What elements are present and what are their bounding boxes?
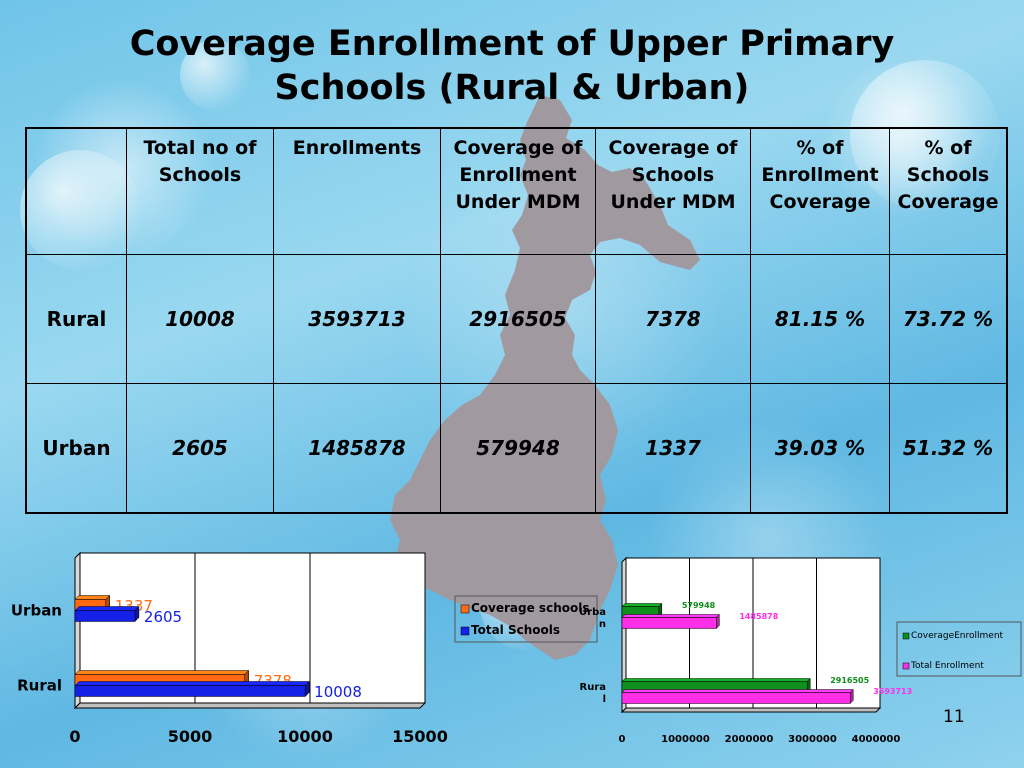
table-header-row: Total no of Schools Enrollments Coverage… — [25, 127, 1008, 255]
legend-swatch — [460, 626, 470, 636]
schools-bar-chart: 0 5000 10000 1500013372605Urban737810008Rur… — [11, 551, 598, 746]
legend-entry: Coverage schools — [471, 601, 589, 615]
title-line-2: Schools (Rural & Urban) — [274, 68, 750, 108]
cell-pct-enrollment: 39.03 % — [750, 383, 890, 514]
cell-total-schools: 10008 — [126, 254, 274, 384]
x-tick-label: 3000000 — [788, 734, 837, 745]
data-label: 1485878 — [739, 612, 778, 621]
coverage-table: Total no of Schools Enrollments Coverage… — [25, 127, 1008, 514]
cell-coverage-schools: 7378 — [595, 254, 751, 384]
table-header-pct-enrollment: % of Enrollment Coverage — [750, 127, 890, 255]
table-header-total-schools: Total no of Schools — [126, 127, 274, 255]
x-tick-label: 0 — [619, 734, 626, 745]
plot-floor — [73, 702, 427, 709]
x-tick-label: 2000000 — [725, 734, 774, 745]
data-label: 2916505 — [830, 676, 869, 685]
legend-swatch — [902, 662, 910, 670]
table-header-empty — [25, 127, 127, 255]
bar-top — [74, 595, 111, 600]
bar-top — [621, 614, 720, 618]
table-header-enrollments: Enrollments — [273, 127, 441, 255]
x-tick-label: 10000 — [277, 727, 333, 746]
bar-top — [621, 689, 854, 693]
x-tick-label: 15000 — [392, 727, 448, 746]
table-header-coverage-schools: Coverage of Schools Under MDM — [595, 127, 751, 255]
table-row: Rural 10008 3593713 2916505 7378 81.15 %… — [25, 254, 1008, 384]
table-header-coverage-enrollment: Coverage of Enrollment Under MDM — [440, 127, 596, 255]
enrollment-bar-chart: 0 1000000 2000000 3000000 4000000 579948 14858… — [579, 556, 1022, 745]
table-row: Urban 2605 1485878 579948 1337 39.03 % 5… — [25, 383, 1008, 514]
x-tick-label: 0 — [69, 727, 80, 746]
row-label-urban: Urban — [25, 383, 127, 514]
page-title: Coverage Enrollment of Upper Primary Sch… — [0, 22, 1024, 110]
cell-pct-enrollment: 81.15 % — [750, 254, 890, 384]
bar-top — [621, 603, 663, 607]
cell-pct-schools: 51.32 % — [889, 383, 1008, 514]
cell-enrollments: 1485878 — [273, 383, 441, 514]
cell-coverage-enrollment: 579948 — [440, 383, 596, 514]
data-label: 579948 — [682, 601, 716, 610]
background-bubble — [180, 40, 250, 110]
bar-top — [74, 670, 250, 675]
legend-entry: Total Schools — [471, 623, 560, 637]
category-label: Urban — [11, 602, 62, 620]
category-label: n — [599, 619, 606, 630]
legend-swatch — [460, 604, 470, 614]
category-label: Rura — [580, 682, 607, 693]
data-label: 2605 — [144, 608, 182, 626]
category-label: Rural — [17, 677, 62, 695]
plot-floor — [620, 707, 882, 713]
page-number: 11 — [943, 707, 965, 727]
bar — [621, 617, 717, 629]
bar — [621, 692, 851, 704]
row-label-rural: Rural — [25, 254, 127, 384]
x-tick-label: 5000 — [168, 727, 213, 746]
legend-entry: CoverageEnrollment — [911, 631, 1004, 641]
legend-box — [454, 595, 598, 643]
bar — [74, 610, 136, 622]
bar-top — [74, 681, 310, 686]
data-label: 10008 — [314, 683, 362, 701]
data-label: 3593713 — [873, 687, 912, 696]
category-label: Urba — [579, 607, 606, 618]
cell-total-schools: 2605 — [126, 383, 274, 514]
legend-entry: Total Enrollment — [910, 661, 984, 671]
category-label: l — [603, 694, 606, 705]
cell-coverage-enrollment: 2916505 — [440, 254, 596, 384]
bar-top — [74, 606, 140, 611]
legend-box — [896, 621, 1022, 677]
bar — [74, 685, 306, 697]
x-tick-label: 1000000 — [661, 734, 710, 745]
legend-swatch — [902, 632, 910, 640]
bar-top — [621, 678, 811, 682]
cell-enrollments: 3593713 — [273, 254, 441, 384]
cell-coverage-schools: 1337 — [595, 383, 751, 514]
x-tick-label: 4000000 — [852, 734, 901, 745]
table-header-pct-schools: % of Schools Coverage — [889, 127, 1008, 255]
title-line-1: Coverage Enrollment of Upper Primary — [129, 24, 895, 64]
cell-pct-schools: 73.72 % — [889, 254, 1008, 384]
